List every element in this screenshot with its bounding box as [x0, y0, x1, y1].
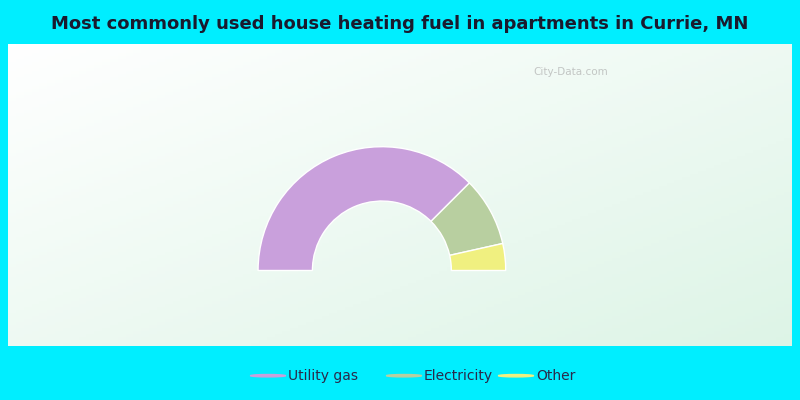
Text: Utility gas: Utility gas — [288, 369, 358, 383]
Text: Most commonly used house heating fuel in apartments in Currie, MN: Most commonly used house heating fuel in… — [51, 15, 749, 33]
Circle shape — [386, 374, 422, 377]
Text: Other: Other — [536, 369, 575, 383]
Wedge shape — [258, 147, 470, 270]
Wedge shape — [450, 244, 506, 270]
Circle shape — [498, 374, 534, 377]
Wedge shape — [431, 183, 502, 255]
Text: Electricity: Electricity — [424, 369, 493, 383]
Text: City-Data.com: City-Data.com — [534, 67, 608, 77]
Circle shape — [250, 374, 286, 377]
